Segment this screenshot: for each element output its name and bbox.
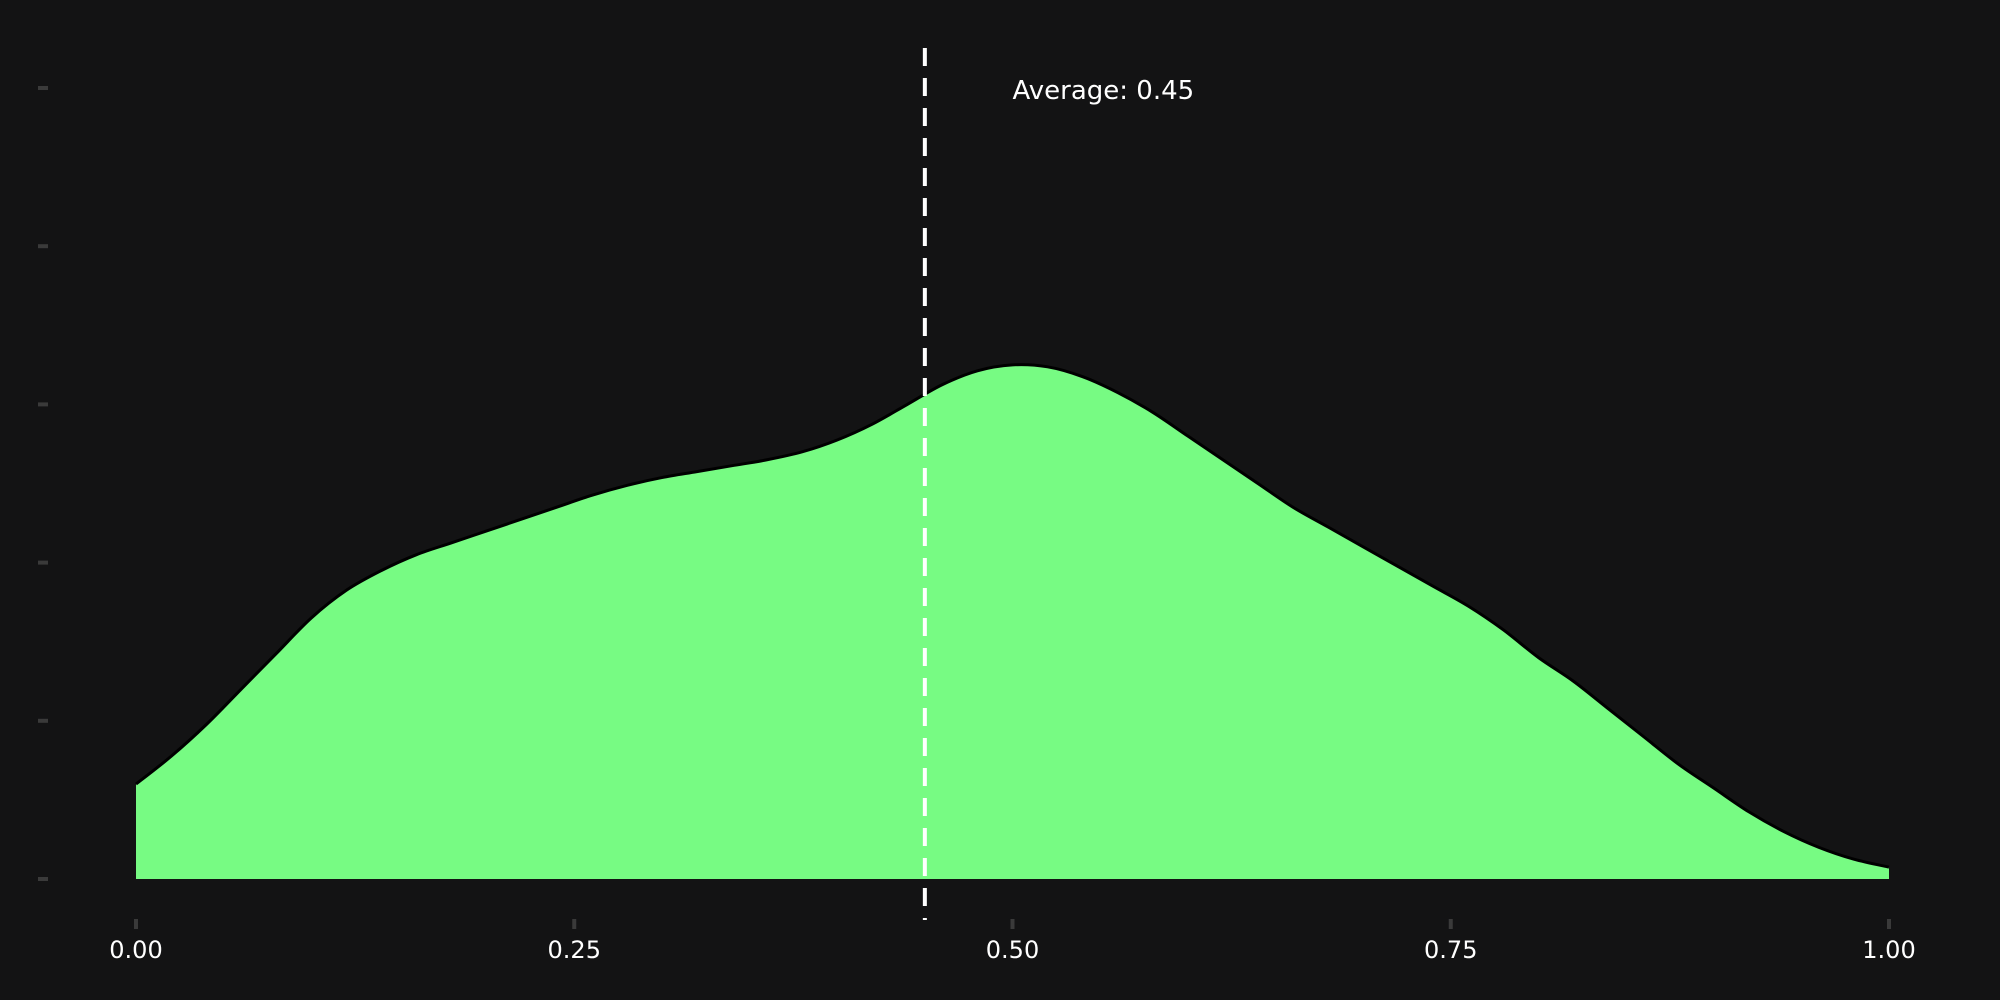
density-area-layer: [135, 363, 1890, 880]
x-tick-label-1: 0.25: [548, 936, 601, 964]
density-area-fill-0: [136, 364, 1889, 880]
x-tick-label-3: 0.75: [1424, 936, 1477, 964]
density-curve-line-0: [135, 363, 1890, 869]
x-tick-label-2: 0.50: [986, 936, 1039, 964]
annotation-layer: Average: 0.45: [1013, 76, 1195, 106]
average-annotation-label: Average: 0.45: [1013, 76, 1195, 106]
x-tick-label-0: 0.00: [109, 936, 162, 964]
y-axis-ticks: [38, 86, 48, 881]
x-tick-label-4: 1.00: [1862, 936, 1915, 964]
x-axis: 0.00 0.25 0.50 0.75 1.00: [109, 919, 1916, 964]
